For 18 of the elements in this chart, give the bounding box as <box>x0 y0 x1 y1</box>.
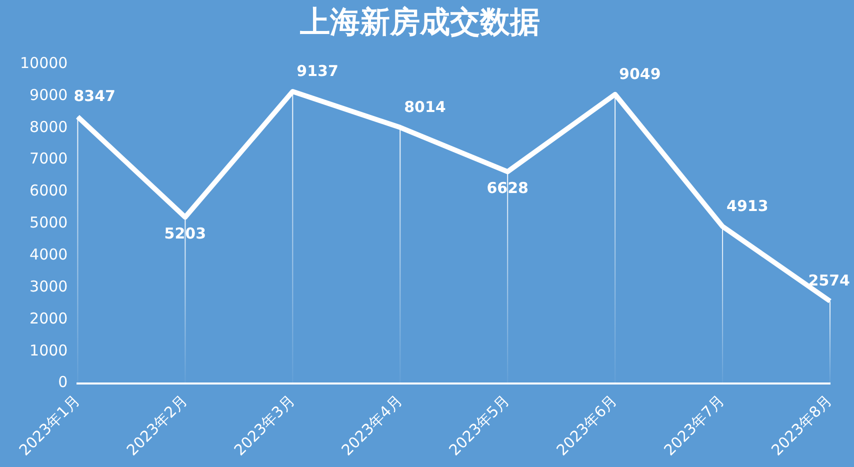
y-tick-label: 8000 <box>30 118 68 136</box>
data-label: 9049 <box>619 64 661 83</box>
data-label: 8347 <box>74 87 116 106</box>
y-tick-label: 1000 <box>30 341 68 360</box>
data-label: 8014 <box>404 98 446 116</box>
chart-title: 上海新房成交数据 <box>299 4 540 40</box>
data-label: 2574 <box>808 272 850 290</box>
y-tick-label: 9000 <box>30 86 68 104</box>
y-tick-label: 10000 <box>20 54 68 72</box>
y-tick-label: 0 <box>58 373 68 392</box>
y-tick-label: 4000 <box>30 245 68 264</box>
y-tick-label: 7000 <box>30 150 68 168</box>
data-label: 9137 <box>296 62 338 80</box>
y-tick-label: 5000 <box>30 214 68 232</box>
y-tick-label: 6000 <box>30 182 68 200</box>
y-tick-label: 2000 <box>30 309 68 328</box>
data-label: 4913 <box>726 196 768 215</box>
y-tick-label: 3000 <box>30 277 68 296</box>
